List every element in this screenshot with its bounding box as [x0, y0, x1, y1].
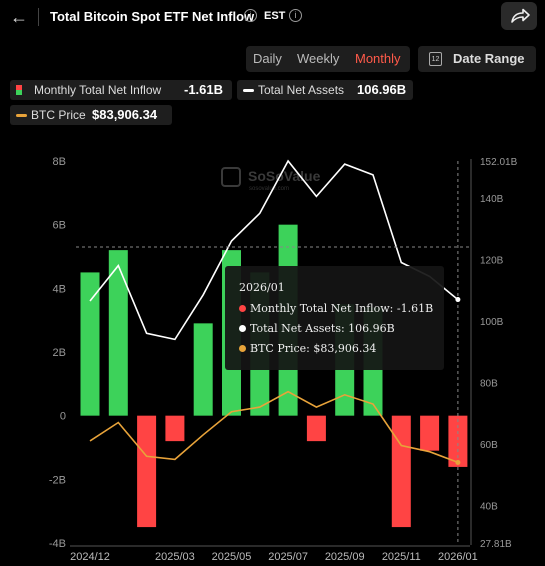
legend-net-inflow[interactable]: Monthly Total Net Inflow -1.61B [10, 80, 232, 100]
btc-price-line [89, 390, 459, 464]
bar [306, 415, 326, 442]
dot-icon [239, 325, 246, 332]
right-axis-tick-label: 40B [480, 502, 498, 513]
left-axis-tick-label: 6B [53, 220, 66, 232]
legend-btc-price-value: $83,906.34 [92, 107, 158, 122]
net-assets-line [89, 159, 459, 341]
tooltip-row-price: BTC Price: $83,906.34 [239, 342, 376, 355]
right-axis-tick-label: 27.81B [480, 539, 512, 550]
bar [80, 272, 100, 416]
line-swatch-icon [243, 89, 254, 92]
legend-net-assets-label: Total Net Assets [258, 83, 345, 97]
bar [193, 323, 213, 416]
tooltip-title: 2026/01 [239, 281, 285, 294]
watermark-url: sosovalue.com [249, 186, 289, 192]
x-axis-tick-label: 2026/01 [438, 551, 478, 563]
line-swatch-icon [16, 114, 27, 117]
right-axis-tick-label: 80B [480, 378, 498, 389]
right-axis-tick-label: 120B [480, 255, 504, 266]
bar [108, 250, 128, 416]
bar [420, 415, 440, 451]
legend-net-assets-value: 106.96B [357, 82, 407, 97]
x-axis-tick-label: 2025/03 [155, 551, 195, 563]
net-assets-point [455, 297, 461, 303]
interval-tabs: Daily Weekly Monthly [246, 46, 410, 72]
left-axis-tick-label: 4B [53, 283, 66, 295]
watermark-name: SoSoValue [248, 168, 321, 184]
legend-net-inflow-value: -1.61B [184, 82, 224, 97]
arrow-left-icon[interactable]: ← [10, 7, 28, 27]
x-axis-tick-label: 2025/11 [382, 551, 421, 563]
date-range-label: Date Range [453, 51, 525, 66]
tab-daily[interactable]: Daily [253, 51, 282, 66]
left-axis-tick-label: 0 [60, 411, 66, 423]
tooltip-row-label: Total Net Assets: 106.96B [250, 322, 395, 335]
right-axis-tick-label: 152.01B [480, 157, 518, 168]
x-axis-tick-label: 2025/09 [325, 551, 365, 563]
right-axis-tick-label: 100B [480, 317, 504, 328]
dot-icon [239, 305, 246, 312]
x-axis-tick-label: 2025/07 [268, 551, 308, 563]
timezone-info-icon[interactable]: i [289, 9, 302, 22]
bar [165, 415, 185, 442]
btc-price-point [455, 459, 461, 465]
dot-icon [239, 345, 246, 352]
legend-btc-price-label: BTC Price [31, 108, 86, 122]
legend-net-assets[interactable]: Total Net Assets 106.96B [237, 80, 413, 100]
bar-swatch-icon [16, 85, 22, 95]
tab-monthly[interactable]: Monthly [355, 51, 401, 66]
tooltip-row-assets: Total Net Assets: 106.96B [239, 322, 395, 335]
page-title: Total Bitcoin Spot ETF Net Inflow [50, 9, 255, 24]
date-range-button[interactable]: 12 Date Range [418, 46, 536, 72]
legend-btc-price[interactable]: BTC Price $83,906.34 [10, 105, 172, 125]
tooltip-row-label: BTC Price: $83,906.34 [250, 342, 377, 355]
left-axis-tick-label: 2B [53, 347, 66, 359]
calendar-icon: 12 [429, 52, 442, 66]
tooltip-row-label: Monthly Total Net Inflow: -1.61B [250, 302, 434, 315]
header-divider [38, 8, 39, 26]
right-axis-tick-label: 60B [480, 440, 498, 451]
tooltip-row-inflow: Monthly Total Net Inflow: -1.61B [239, 302, 433, 315]
x-axis-tick-label: 2024/12 [70, 551, 110, 563]
bar [448, 415, 468, 467]
info-icon[interactable]: i [244, 9, 257, 22]
left-axis-tick-label: -4B [49, 538, 66, 550]
timezone-label[interactable]: EST [264, 10, 286, 22]
left-axis-tick-label: 8B [53, 156, 66, 168]
header: ← Total Bitcoin Spot ETF Net Inflow i ES… [0, 0, 545, 34]
bar [391, 415, 411, 528]
bar [137, 415, 157, 528]
x-axis-tick-label: 2025/05 [212, 551, 252, 563]
share-button[interactable] [501, 2, 537, 30]
legend-net-inflow-label: Monthly Total Net Inflow [34, 83, 162, 97]
share-icon [511, 8, 530, 23]
tooltip: 2026/01 Monthly Total Net Inflow: -1.61B… [225, 266, 444, 370]
watermark-logo-icon [221, 167, 241, 187]
right-axis-tick-label: 140B [480, 194, 504, 205]
left-axis-tick-label: -2B [49, 474, 66, 486]
tab-weekly[interactable]: Weekly [297, 51, 340, 66]
